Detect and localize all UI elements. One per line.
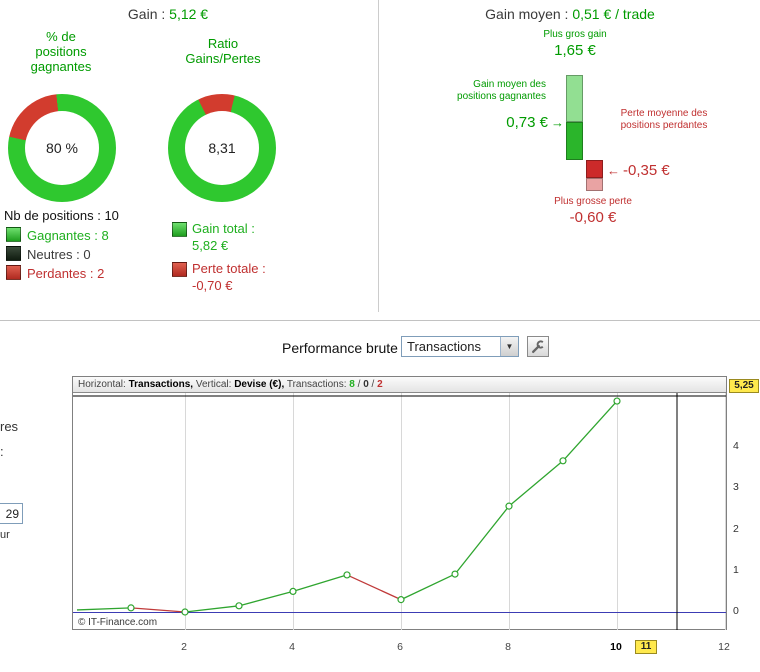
performance-type-select[interactable]: Transactions ▼	[401, 336, 519, 357]
winrate-value: 80 %	[46, 140, 78, 156]
x-tick-label: 10	[610, 641, 622, 653]
arrow-left-icon: ←	[607, 163, 620, 178]
crosshair-x-label: 11	[635, 640, 657, 654]
gain-title: Gain : 5,12 €	[58, 6, 278, 22]
perte-totale-swatch-icon	[172, 262, 187, 277]
vertical-divider	[378, 0, 379, 312]
legend-gagnantes-label: Gagnantes : 8	[27, 228, 109, 243]
chart-header: Horizontal: Transactions, Vertical: Devi…	[73, 377, 726, 393]
chart-header-h-value: Transactions,	[128, 379, 194, 390]
arrow-right-icon: →	[551, 115, 564, 130]
neutral-swatch-icon	[6, 246, 21, 261]
chevron-down-icon: ▼	[500, 337, 518, 356]
gain-moyen-title: Gain moyen : 0,51 € / trade	[420, 6, 720, 22]
avg-gain-row: 0,73 € →	[430, 114, 564, 131]
gain-total-value: 5,82 €	[192, 238, 229, 253]
legend-neutres: Neutres : 0	[6, 246, 91, 264]
chart-header-neutral: 0	[363, 379, 369, 390]
gain-total-swatch-icon	[172, 222, 187, 237]
x-tick-label: 4	[289, 641, 295, 653]
crosshair-y-label: 5,25	[729, 379, 759, 393]
chart-header-sep2: /	[371, 379, 375, 390]
plus-gros-gain-value: 1,65 €	[554, 42, 596, 59]
y-tick-label: 4	[733, 440, 739, 453]
left-panel-input-fragment[interactable]: 29	[0, 503, 23, 524]
chart-box: Horizontal: Transactions, Vertical: Devi…	[72, 376, 727, 630]
winners-swatch-icon	[6, 227, 21, 242]
chart-settings-button[interactable]	[527, 336, 549, 357]
chart-header-v-value: Devise (€),	[234, 379, 285, 390]
avg-loss-value: -0,35 €	[623, 162, 670, 179]
chart-header-v-label: Vertical:	[195, 379, 232, 390]
x-tick-label: 2	[181, 641, 187, 653]
gain-value: 5,12 €	[169, 6, 209, 22]
chart-header-t-label: Transactions:	[286, 379, 347, 390]
max-loss-bar	[586, 178, 603, 191]
gain-moyen-label: Gain moyen :	[485, 6, 569, 22]
avg-gain-value: 0,73 €	[506, 114, 548, 131]
chart-header-wins: 8	[349, 379, 355, 390]
plus-grosse-perte-label: Plus grosse perte	[554, 196, 632, 207]
chart-copyright: © IT-Finance.com	[78, 617, 158, 628]
avg-gain-bar	[566, 122, 583, 160]
left-panel-fragment-2: :	[0, 444, 4, 459]
y-tick-label: 2	[733, 522, 739, 535]
nb-positions-label: Nb de positions : 10	[4, 208, 119, 223]
ratio-donut-hole: 8,31	[185, 111, 259, 185]
chart-header-losses: 2	[377, 379, 383, 390]
left-panel-fragment-4: ur	[0, 529, 10, 541]
chart-header-h-label: Horizontal:	[78, 379, 126, 390]
gain-moyen-value: 0,51 € / trade	[572, 6, 655, 22]
legend-perdantes-label: Perdantes : 2	[27, 266, 105, 281]
y-axis: 0 1 2 3 4	[731, 376, 760, 630]
gain-total-label: Gain total :	[192, 221, 255, 236]
left-panel-fragment-1: res	[0, 419, 19, 434]
y-tick-label: 1	[733, 563, 739, 576]
perte-totale-value: -0,70 €	[192, 278, 233, 293]
performance-title: Performance brute	[282, 340, 398, 356]
plus-gros-gain-label: Plus gros gain	[543, 29, 607, 40]
y-tick-label: 3	[733, 481, 739, 494]
winrate-donut-hole: 80 %	[25, 111, 99, 185]
horizontal-divider	[0, 320, 760, 321]
select-value: Transactions	[407, 339, 481, 354]
wrench-icon	[532, 339, 544, 353]
x-tick-label: 12	[718, 641, 730, 653]
y-tick-label: 0	[733, 605, 739, 617]
losers-swatch-icon	[6, 265, 21, 280]
x-tick-label: 8	[505, 641, 511, 653]
avg-gain-label: Gain moyen des positions gagnantes	[457, 79, 546, 102]
legend-perdantes: Perdantes : 2	[6, 265, 104, 283]
ratio-title: Ratio Gains/Pertes	[185, 36, 261, 66]
avg-loss-row: ← -0,35 €	[607, 162, 670, 179]
legend-gagnantes: Gagnantes : 8	[6, 227, 109, 245]
max-gain-bar	[566, 75, 583, 123]
legend-neutres-label: Neutres : 0	[27, 247, 91, 262]
chart-header-sep1: /	[357, 379, 361, 390]
avg-loss-label: Perte moyenne des positions perdantes	[620, 108, 708, 131]
winrate-donut: 80 %	[8, 94, 116, 202]
plus-grosse-perte-value: -0,60 €	[569, 209, 617, 226]
performance-plot[interactable]	[73, 393, 726, 630]
x-axis: 2 4 6 8 10 12	[72, 640, 730, 656]
winrate-title: % de positions gagnantes	[30, 29, 92, 74]
x-tick-label: 6	[397, 641, 403, 653]
perte-totale-label: Perte totale :	[192, 261, 266, 276]
gain-label: Gain :	[127, 6, 166, 22]
avg-loss-bar	[586, 160, 603, 179]
ratio-donut: 8,31	[168, 94, 276, 202]
ratio-value: 8,31	[208, 140, 236, 156]
